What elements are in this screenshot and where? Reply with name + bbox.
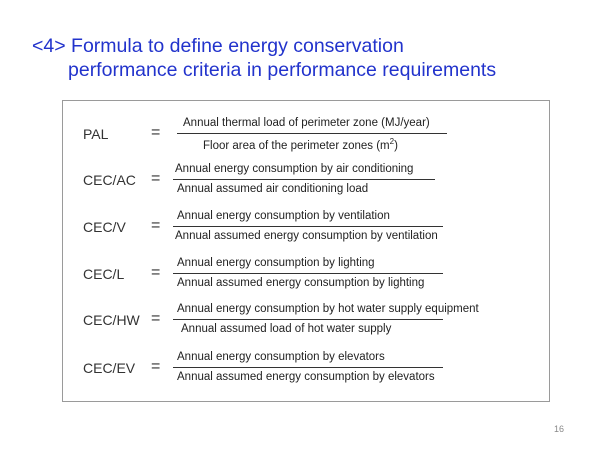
formula-lhs: CEC/EV bbox=[83, 360, 136, 376]
formula-row-pal: PAL = Annual thermal load of perimeter z… bbox=[63, 115, 549, 159]
formula-lhs: PAL bbox=[83, 126, 109, 142]
formula-numerator: Annual thermal load of perimeter zone (M… bbox=[183, 117, 430, 129]
equals-sign: = bbox=[151, 217, 161, 234]
slide-title-line-2: performance criteria in performance requ… bbox=[68, 59, 497, 81]
formula-denominator: Annual assumed air conditioning load bbox=[177, 183, 369, 195]
formula-numerator: Annual energy consumption by elevators bbox=[177, 351, 385, 363]
equals-sign: = bbox=[151, 170, 161, 187]
formula-row-cec-ac: CEC/AC = Annual energy consumption by ai… bbox=[63, 161, 549, 205]
formula-denominator: Annual assumed energy consumption by ven… bbox=[175, 230, 438, 242]
formula-numerator: Annual energy consumption by air conditi… bbox=[175, 163, 414, 175]
formula-lhs: CEC/V bbox=[83, 219, 126, 235]
formula-numerator: Annual energy consumption by ventilation bbox=[177, 210, 390, 222]
fraction-bar bbox=[173, 226, 443, 227]
slide-title: <4> Formula to define energy conservatio… bbox=[32, 34, 496, 82]
fraction-bar bbox=[173, 179, 435, 180]
formula-denominator: Annual assumed energy consumption by lig… bbox=[177, 277, 425, 289]
equals-sign: = bbox=[151, 358, 161, 375]
formula-lhs: CEC/AC bbox=[83, 172, 136, 188]
equals-sign: = bbox=[151, 310, 161, 327]
formula-lhs: CEC/HW bbox=[83, 312, 140, 328]
formula-box: PAL = Annual thermal load of perimeter z… bbox=[62, 100, 550, 402]
fraction-bar bbox=[173, 273, 443, 274]
page-number: 16 bbox=[553, 424, 564, 434]
formula-row-cec-hw: CEC/HW = Annual energy consumption by ho… bbox=[63, 301, 549, 345]
formula-denominator: Annual assumed energy consumption by ele… bbox=[177, 371, 435, 383]
fraction-bar bbox=[173, 319, 443, 320]
fraction-bar bbox=[173, 367, 443, 368]
formula-lhs: CEC/L bbox=[83, 266, 125, 282]
formula-numerator: Annual energy consumption by lighting bbox=[177, 257, 375, 269]
slide-title-line-1: <4> Formula to define energy conservatio… bbox=[32, 35, 404, 57]
formula-row-cec-l: CEC/L = Annual energy consumption by lig… bbox=[63, 255, 549, 299]
formula-denominator: Annual assumed load of hot water supply bbox=[181, 323, 392, 335]
fraction-bar bbox=[177, 133, 447, 134]
formula-row-cec-ev: CEC/EV = Annual energy consumption by el… bbox=[63, 349, 549, 393]
formula-denominator: Floor area of the perimeter zones (m2) bbox=[203, 137, 398, 152]
equals-sign: = bbox=[151, 264, 161, 281]
equals-sign: = bbox=[151, 124, 161, 141]
formula-row-cec-v: CEC/V = Annual energy consumption by ven… bbox=[63, 208, 549, 252]
formula-numerator: Annual energy consumption by hot water s… bbox=[177, 303, 479, 315]
